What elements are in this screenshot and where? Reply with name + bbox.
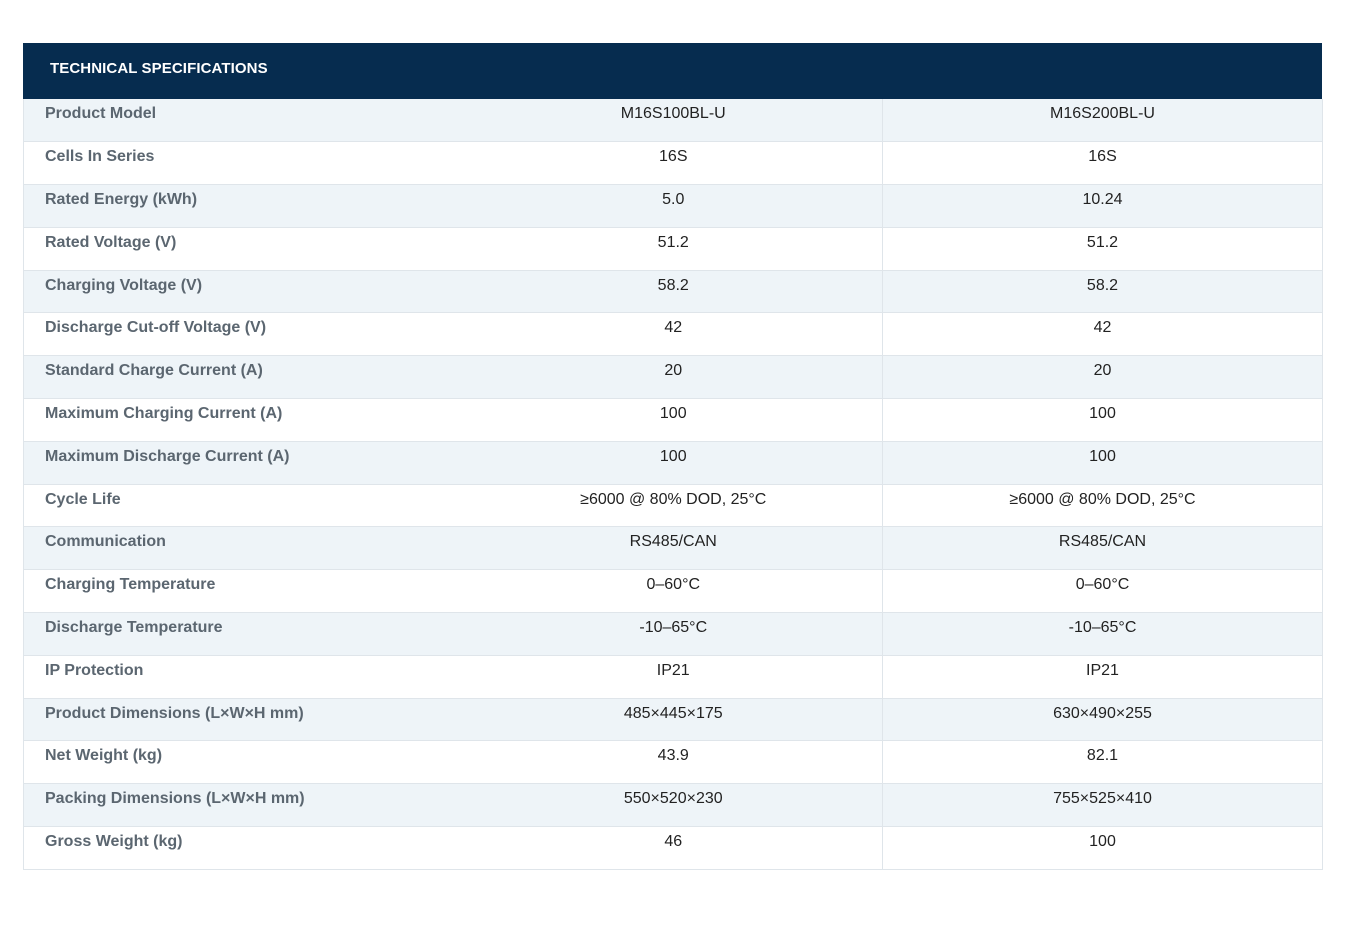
model-1-value: -10–65°C [464,612,883,656]
table-row: IP Protection IP21 IP21 [23,655,1323,699]
table-row: Product Model M16S100BL-U M16S200BL-U [23,99,1323,143]
table-row: Gross Weight (kg) 46 100 [23,826,1323,870]
model-1-value: ≥6000 @ 80% DOD, 25°C [464,484,883,528]
row-label: Communication [23,526,465,571]
row-label: Packing Dimensions (L×W×H mm) [23,783,465,828]
model-1-value: 46 [464,826,883,870]
model-1-value: RS485/CAN [464,526,883,571]
table-row: Discharge Cut-off Voltage (V) 42 42 [23,312,1323,357]
model-1-value: 42 [464,312,883,357]
model-1-value: 16S [464,141,883,186]
row-label: Charging Temperature [23,569,465,614]
row-label: Cells In Series [23,141,465,186]
table-row: Rated Energy (kWh) 5.0 10.24 [23,184,1323,228]
spec-panel: TECHNICAL SPECIFICATIONS Product Model M… [23,43,1323,870]
model-2-value: IP21 [882,655,1323,699]
model-1-value: M16S100BL-U [464,99,883,143]
model-2-value: 630×490×255 [882,698,1323,742]
row-label: Net Weight (kg) [23,740,465,785]
model-2-value: M16S200BL-U [882,99,1323,143]
table-row: Discharge Temperature -10–65°C -10–65°C [23,612,1323,656]
model-1-value: 100 [464,441,883,485]
table-row: Maximum Discharge Current (A) 100 100 [23,441,1323,485]
table-row: Standard Charge Current (A) 20 20 [23,355,1323,400]
model-1-value: IP21 [464,655,883,699]
table-row: Product Dimensions (L×W×H mm) 485×445×17… [23,698,1323,742]
spec-title: TECHNICAL SPECIFICATIONS [50,60,268,77]
model-2-value: 10.24 [882,184,1323,228]
model-1-value: 100 [464,398,883,442]
model-1-value: 51.2 [464,227,883,271]
spec-header: TECHNICAL SPECIFICATIONS [23,43,1322,99]
model-2-value: 82.1 [882,740,1323,785]
spec-table-body: Product Model M16S100BL-U M16S200BL-U Ce… [23,99,1323,870]
model-1-value: 0–60°C [464,569,883,614]
row-label: Discharge Cut-off Voltage (V) [23,312,465,357]
table-row: Cells In Series 16S 16S [23,141,1323,186]
model-2-value: 16S [882,141,1323,186]
row-label: Maximum Charging Current (A) [23,398,465,442]
model-2-value: 0–60°C [882,569,1323,614]
model-2-value: RS485/CAN [882,526,1323,571]
row-label: Rated Voltage (V) [23,227,465,271]
model-2-value: 58.2 [882,270,1323,314]
table-row: Charging Voltage (V) 58.2 58.2 [23,270,1323,314]
model-2-value: 755×525×410 [882,783,1323,828]
table-row: Communication RS485/CAN RS485/CAN [23,526,1323,571]
model-1-value: 20 [464,355,883,400]
model-1-value: 550×520×230 [464,783,883,828]
model-2-value: -10–65°C [882,612,1323,656]
table-row: Rated Voltage (V) 51.2 51.2 [23,227,1323,271]
model-1-value: 58.2 [464,270,883,314]
row-label: Product Model [23,99,465,143]
model-2-value: ≥6000 @ 80% DOD, 25°C [882,484,1323,528]
table-row: Charging Temperature 0–60°C 0–60°C [23,569,1323,614]
model-2-value: 100 [882,441,1323,485]
model-1-value: 43.9 [464,740,883,785]
row-label: Charging Voltage (V) [23,270,465,314]
table-row: Maximum Charging Current (A) 100 100 [23,398,1323,442]
row-label: Rated Energy (kWh) [23,184,465,228]
row-label: Gross Weight (kg) [23,826,465,870]
row-label: Standard Charge Current (A) [23,355,465,400]
model-2-value: 42 [882,312,1323,357]
model-2-value: 100 [882,826,1323,870]
spec-table: Product Model M16S100BL-U M16S200BL-U Ce… [23,99,1323,870]
row-label: Product Dimensions (L×W×H mm) [23,698,465,742]
table-row: Cycle Life ≥6000 @ 80% DOD, 25°C ≥6000 @… [23,484,1323,528]
row-label: IP Protection [23,655,465,699]
model-1-value: 5.0 [464,184,883,228]
row-label: Maximum Discharge Current (A) [23,441,465,485]
model-2-value: 100 [882,398,1323,442]
table-row: Net Weight (kg) 43.9 82.1 [23,740,1323,785]
table-row: Packing Dimensions (L×W×H mm) 550×520×23… [23,783,1323,828]
model-1-value: 485×445×175 [464,698,883,742]
row-label: Cycle Life [23,484,465,528]
row-label: Discharge Temperature [23,612,465,656]
model-2-value: 51.2 [882,227,1323,271]
model-2-value: 20 [882,355,1323,400]
